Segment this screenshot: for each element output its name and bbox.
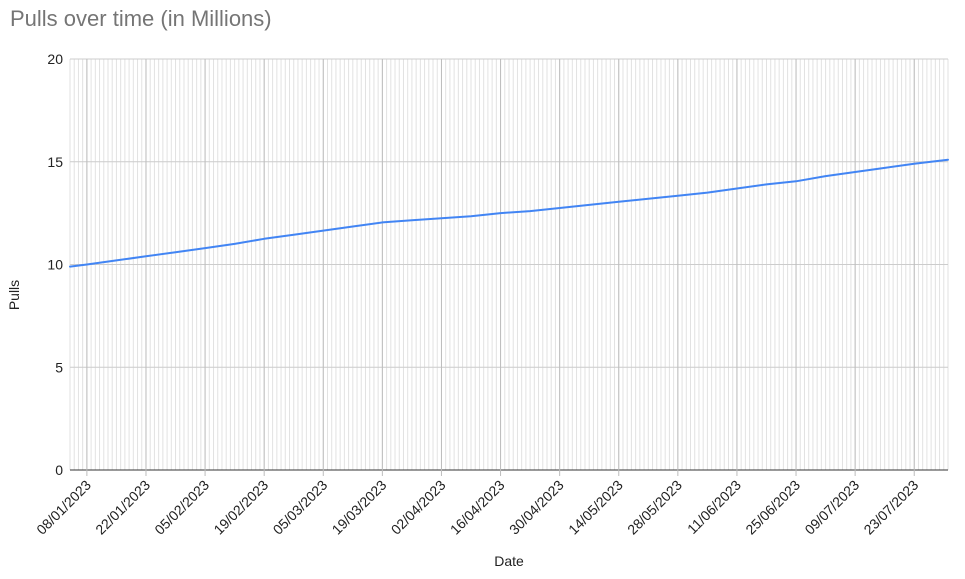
y-tick-label: 15: [47, 154, 63, 170]
x-tick-label: 14/05/2023: [565, 477, 626, 538]
x-tick-label: 25/06/2023: [742, 477, 803, 538]
series-line-pulls: [69, 158, 949, 268]
x-tick-label: 23/07/2023: [860, 477, 921, 538]
major-gridlines: [70, 58, 948, 476]
y-axis-title: Pulls: [6, 280, 22, 310]
x-tick-label: 02/04/2023: [388, 477, 449, 538]
y-tick-label: 10: [47, 257, 63, 273]
x-tick-label: 16/04/2023: [447, 477, 508, 538]
x-tick-label: 22/01/2023: [92, 477, 153, 538]
x-tick-label: 08/01/2023: [33, 477, 94, 538]
series-layer: [69, 158, 949, 268]
x-tick-label: 19/02/2023: [210, 477, 271, 538]
x-tick-label: 19/03/2023: [329, 477, 390, 538]
x-axis: 08/01/202322/01/202305/02/202319/02/2023…: [33, 477, 921, 538]
x-tick-label: 05/02/2023: [151, 477, 212, 538]
x-axis-title: Date: [494, 553, 524, 569]
chart-title: Pulls over time (in Millions): [10, 6, 272, 31]
y-tick-label: 0: [55, 462, 63, 478]
x-tick-label: 05/03/2023: [270, 477, 331, 538]
x-tick-label: 09/07/2023: [801, 477, 862, 538]
y-tick-label: 5: [55, 359, 63, 375]
x-tick-label: 28/05/2023: [624, 477, 685, 538]
y-tick-label: 20: [47, 51, 63, 67]
y-axis: 0 5 10 15 20: [47, 51, 63, 478]
x-tick-label: 11/06/2023: [684, 477, 744, 537]
x-tick-label: 30/04/2023: [506, 477, 567, 538]
